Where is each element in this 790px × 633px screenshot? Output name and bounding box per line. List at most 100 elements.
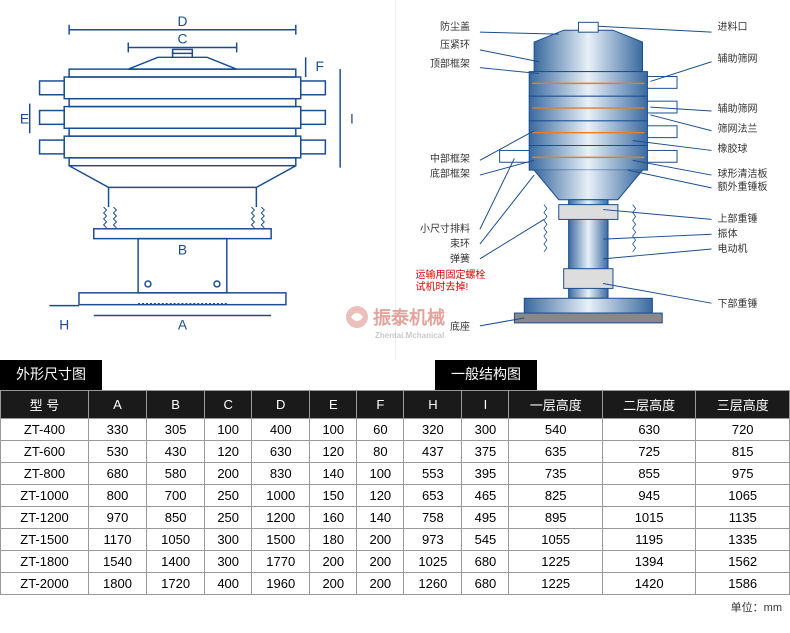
table-cell: 300: [205, 529, 252, 551]
table-cell: 545: [462, 529, 509, 551]
spec-table: 型 号ABCDEFHI一层高度二层高度三层高度 ZT-4003303051004…: [0, 390, 790, 595]
table-header-row: 型 号ABCDEFHI一层高度二层高度三层高度: [1, 391, 790, 419]
table-cell: 1065: [696, 485, 790, 507]
table-cell: 825: [509, 485, 602, 507]
table-cell: 200: [310, 551, 357, 573]
structure-label-right: 电动机: [718, 240, 748, 255]
table-cell: 815: [696, 441, 790, 463]
table-cell: 400: [205, 573, 252, 595]
structure-label-right: 额外重锤板: [718, 178, 768, 193]
table-cell: 250: [205, 507, 252, 529]
table-cell: 1335: [696, 529, 790, 551]
structure-label-right: 上部重锤: [718, 210, 758, 225]
diagrams-container: D C F: [0, 0, 790, 360]
table-cell: 180: [310, 529, 357, 551]
table-cell: 400: [252, 419, 310, 441]
watermark-text: 振泰机械: [373, 304, 445, 330]
table-cell: 300: [205, 551, 252, 573]
table-cell: ZT-2000: [1, 573, 89, 595]
table-cell: 250: [205, 485, 252, 507]
table-row: ZT-2000180017204001960200200126068012251…: [1, 573, 790, 595]
table-row: ZT-40033030510040010060320300540630720: [1, 419, 790, 441]
structure-label-right: 下部重锤: [718, 295, 758, 310]
table-header-cell: I: [462, 391, 509, 419]
watermark-logo-icon: [345, 305, 369, 329]
table-cell: 465: [462, 485, 509, 507]
structure-label-left: 弹簧: [450, 250, 470, 265]
dimensional-diagram: D C F: [0, 0, 396, 360]
table-cell: 680: [462, 551, 509, 573]
table-cell: ZT-1500: [1, 529, 89, 551]
table-cell: 140: [310, 463, 357, 485]
structure-label-left: 底部框架: [430, 165, 470, 180]
table-cell: 1770: [252, 551, 310, 573]
red-warning-2: 试机时去掉!: [416, 278, 469, 293]
table-row: ZT-1800154014003001770200200102568012251…: [1, 551, 790, 573]
section-labels: 外形尺寸图 一般结构图: [0, 360, 790, 390]
table-cell: 850: [147, 507, 205, 529]
table-cell: 1420: [602, 573, 695, 595]
table-row: ZT-1000800700250100015012065346582594510…: [1, 485, 790, 507]
table-cell: 1586: [696, 573, 790, 595]
structure-label-left: 压紧环: [440, 36, 470, 51]
svg-text:I: I: [350, 111, 354, 126]
table-cell: 60: [357, 419, 404, 441]
table-row: ZT-800680580200830140100553395735855975: [1, 463, 790, 485]
table-header-cell: 三层高度: [696, 391, 790, 419]
table-cell: 973: [404, 529, 462, 551]
table-header-cell: 二层高度: [602, 391, 695, 419]
table-cell: 120: [357, 485, 404, 507]
table-cell: 1720: [147, 573, 205, 595]
structure-label-left: 底座: [450, 318, 470, 333]
table-cell: 1500: [252, 529, 310, 551]
table-cell: 300: [462, 419, 509, 441]
svg-text:F: F: [316, 59, 324, 74]
structure-label-right: 橡胶球: [718, 140, 748, 155]
table-cell: 200: [310, 573, 357, 595]
table-cell: 100: [357, 463, 404, 485]
table-cell: 630: [602, 419, 695, 441]
table-row: ZT-1200970850250120016014075849589510151…: [1, 507, 790, 529]
table-cell: 200: [357, 573, 404, 595]
table-cell: 1225: [509, 573, 602, 595]
structure-label-right: 辅助筛网: [718, 50, 758, 65]
right-title: 一般结构图: [435, 360, 537, 390]
table-cell: 1400: [147, 551, 205, 573]
structure-label-right: 筛网法兰: [718, 120, 758, 135]
table-cell: 720: [696, 419, 790, 441]
table-cell: 1135: [696, 507, 790, 529]
table-cell: 635: [509, 441, 602, 463]
structure-label-left: 束环: [450, 235, 470, 250]
unit-label: 单位：mm: [0, 595, 790, 619]
table-cell: 855: [602, 463, 695, 485]
table-header-cell: D: [252, 391, 310, 419]
table-cell: 375: [462, 441, 509, 463]
table-cell: 1050: [147, 529, 205, 551]
table-cell: 330: [88, 419, 146, 441]
table-cell: 830: [252, 463, 310, 485]
structure-label-right: 振体: [718, 225, 738, 240]
table-cell: 653: [404, 485, 462, 507]
structure-label-left: 顶部框架: [430, 55, 470, 70]
table-header-cell: B: [147, 391, 205, 419]
table-cell: 120: [205, 441, 252, 463]
table-cell: 630: [252, 441, 310, 463]
table-cell: 970: [88, 507, 146, 529]
table-cell: ZT-1800: [1, 551, 89, 573]
table-cell: ZT-600: [1, 441, 89, 463]
structure-label-left: 中部框架: [430, 150, 470, 165]
table-cell: 680: [462, 573, 509, 595]
table-cell: 140: [357, 507, 404, 529]
table-cell: 200: [357, 529, 404, 551]
watermark: 振泰机械 Zhentai.Mchanical: [345, 304, 445, 330]
svg-text:C: C: [177, 32, 187, 47]
table-cell: 120: [310, 441, 357, 463]
table-body: ZT-40033030510040010060320300540630720ZT…: [1, 419, 790, 595]
table-cell: 150: [310, 485, 357, 507]
structure-label-right: 辅助筛网: [718, 100, 758, 115]
table-cell: 1800: [88, 573, 146, 595]
table-cell: 1960: [252, 573, 310, 595]
table-cell: 895: [509, 507, 602, 529]
section-label-left: 外形尺寸图: [0, 360, 395, 390]
table-cell: 1540: [88, 551, 146, 573]
